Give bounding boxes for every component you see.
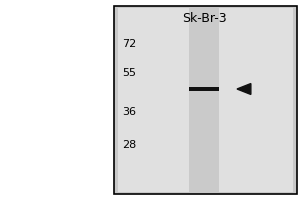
Text: 28: 28 [122,140,136,150]
Text: 72: 72 [122,39,136,49]
Text: Sk-Br-3: Sk-Br-3 [182,11,226,24]
Bar [189,8,219,192]
Bar [189,87,219,91]
Polygon shape [237,84,251,94]
Text: 55: 55 [122,68,136,78]
Bar [114,6,297,194]
Text: 36: 36 [122,107,136,117]
Bar [118,8,293,192]
